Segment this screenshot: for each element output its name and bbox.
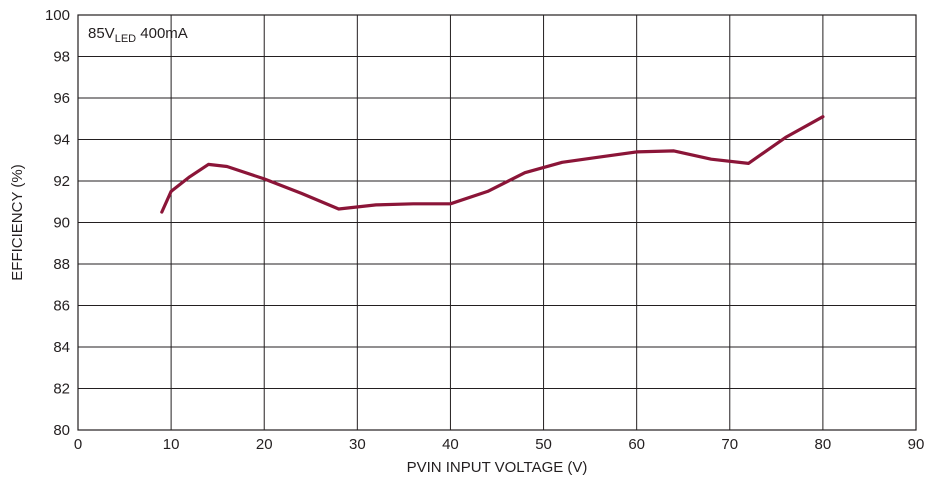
series-layer xyxy=(160,115,825,214)
x-tick-labels: 0 10 20 30 40 50 60 70 80 90 xyxy=(74,436,925,453)
y-tick-label: 96 xyxy=(53,90,70,107)
grid-lines xyxy=(77,14,917,431)
y-tick-label: 90 xyxy=(53,215,70,232)
condition-annotation: 85VLED 400mA xyxy=(88,25,188,45)
annotation-subscript: LED xyxy=(115,33,136,45)
y-tick-label: 94 xyxy=(53,132,70,149)
y-tick-label: 92 xyxy=(53,173,70,190)
efficiency-series-line xyxy=(160,115,825,214)
x-tick-label: 20 xyxy=(256,436,273,453)
annotation-suffix: 400mA xyxy=(136,25,188,42)
x-tick-label: 30 xyxy=(349,436,366,453)
x-tick-label: 70 xyxy=(721,436,738,453)
y-tick-label: 98 xyxy=(53,49,70,66)
x-tick-label: 60 xyxy=(628,436,645,453)
x-axis-label: PVIN INPUT VOLTAGE (V) xyxy=(407,459,588,476)
y-axis-label: EFFICIENCY (%) xyxy=(9,164,26,280)
x-tick-label: 40 xyxy=(442,436,459,453)
x-tick-label: 80 xyxy=(815,436,832,453)
y-tick-label: 100 xyxy=(45,7,70,24)
x-tick-label: 90 xyxy=(908,436,925,453)
y-tick-label: 84 xyxy=(53,339,70,356)
y-tick-label: 86 xyxy=(53,298,70,315)
y-tick-label: 80 xyxy=(53,422,70,439)
x-tick-label: 0 xyxy=(74,436,82,453)
plot-frame xyxy=(77,14,917,431)
y-tick-label: 82 xyxy=(53,381,70,398)
y-tick-labels: 80 82 84 86 88 90 92 94 96 98 100 xyxy=(45,7,70,439)
y-tick-label: 88 xyxy=(53,256,70,273)
x-tick-label: 50 xyxy=(535,436,552,453)
x-tick-label: 10 xyxy=(163,436,180,453)
annotation-main: 85V xyxy=(88,25,115,42)
